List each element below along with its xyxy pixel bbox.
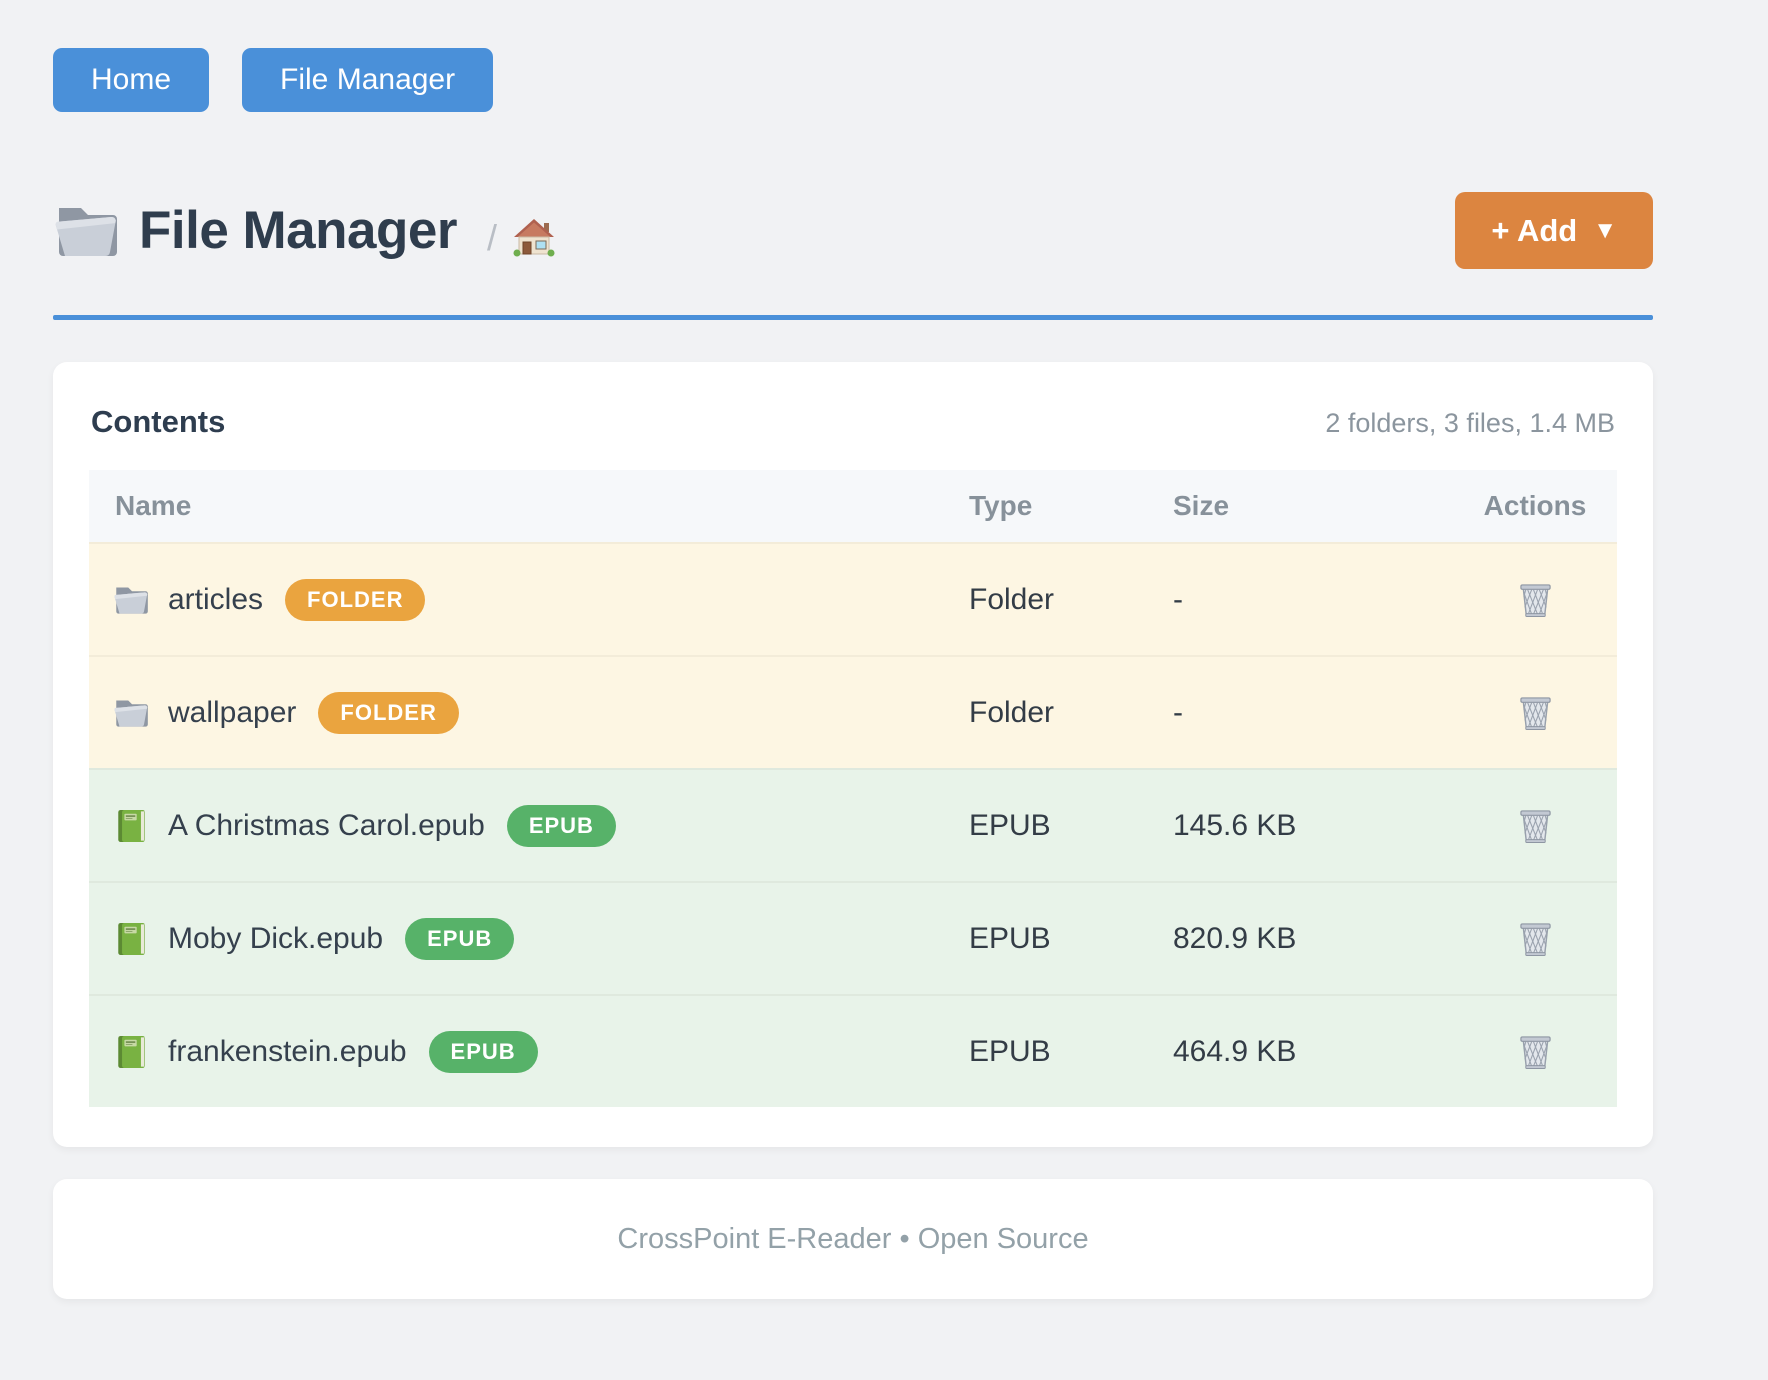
table-row[interactable]: frankenstein.epub EPUB EPUB 464.9 KB — [89, 994, 1617, 1107]
table-header-row: Name Type Size Actions — [89, 470, 1617, 542]
delete-button[interactable] — [1514, 1029, 1557, 1074]
book-icon — [118, 809, 145, 842]
column-header-size: Size — [1173, 490, 1230, 521]
book-icon — [118, 1035, 145, 1068]
footer-card: CrossPoint E-Reader • Open Source — [53, 1179, 1653, 1299]
size-cell: 820.9 KB — [1173, 921, 1297, 955]
trash-icon — [1519, 923, 1551, 957]
file-name-link[interactable]: wallpaper FOLDER — [89, 691, 969, 734]
file-name-link[interactable]: Moby Dick.epub EPUB — [89, 917, 969, 960]
column-header-type: Type — [969, 490, 1033, 521]
trash-icon — [1519, 697, 1551, 731]
book-icon — [118, 922, 145, 955]
table-row[interactable]: Moby Dick.epub EPUB EPUB 820.9 KB — [89, 881, 1617, 994]
folder-icon — [114, 586, 148, 614]
file-table: Name Type Size Actions articles F — [89, 470, 1617, 1107]
delete-button[interactable] — [1514, 577, 1557, 622]
file-name: frankenstein.epub — [168, 1034, 407, 1068]
title-underline — [53, 315, 1653, 320]
size-cell: 145.6 KB — [1173, 808, 1297, 842]
size-cell: 464.9 KB — [1173, 1034, 1297, 1068]
add-button[interactable]: + Add ▼ — [1455, 192, 1653, 269]
caret-down-icon: ▼ — [1593, 216, 1617, 244]
file-name: wallpaper — [168, 695, 297, 729]
card-title: Contents — [91, 404, 226, 439]
file-name-link[interactable]: frankenstein.epub EPUB — [89, 1030, 969, 1073]
card-header: Contents 2 folders, 3 files, 1.4 MB — [89, 398, 1617, 470]
file-name-link[interactable]: articles FOLDER — [89, 578, 969, 621]
folder-icon — [114, 699, 148, 727]
table-row[interactable]: A Christmas Carol.epub EPUB EPUB 145.6 K… — [89, 768, 1617, 881]
type-badge: EPUB — [405, 917, 515, 960]
type-cell: Folder — [969, 582, 1055, 616]
size-cell: - — [1173, 695, 1183, 729]
file-name-link[interactable]: A Christmas Carol.epub EPUB — [89, 804, 969, 847]
delete-button[interactable] — [1514, 916, 1557, 961]
type-badge: FOLDER — [318, 691, 459, 734]
file-manager-button[interactable]: File Manager — [242, 48, 494, 112]
folder-icon — [55, 207, 117, 256]
file-name: articles — [168, 582, 264, 616]
size-cell: - — [1173, 582, 1183, 616]
page-container: Home File Manager File Manager / + Add — [53, 0, 1653, 1299]
page-header: File Manager / + Add ▼ — [53, 192, 1653, 269]
type-badge: FOLDER — [285, 578, 426, 621]
type-badge: EPUB — [428, 1030, 538, 1073]
trash-icon — [1519, 1036, 1551, 1069]
type-cell: EPUB — [969, 808, 1051, 842]
contents-card: Contents 2 folders, 3 files, 1.4 MB Name… — [53, 362, 1653, 1147]
house-icon[interactable] — [513, 218, 555, 258]
top-nav: Home File Manager — [53, 48, 1653, 112]
contents-summary: 2 folders, 3 files, 1.4 MB — [1325, 408, 1615, 438]
type-cell: Folder — [969, 695, 1055, 729]
table-body: articles FOLDER Folder - — [89, 542, 1617, 1107]
delete-button[interactable] — [1514, 803, 1557, 848]
trash-icon — [1519, 810, 1551, 844]
add-button-label: + Add — [1491, 212, 1578, 248]
file-name: Moby Dick.epub — [168, 921, 384, 955]
column-header-actions: Actions — [1483, 490, 1587, 521]
home-button[interactable]: Home — [53, 48, 210, 112]
column-header-name: Name — [115, 490, 192, 521]
type-badge: EPUB — [506, 804, 616, 847]
type-cell: EPUB — [969, 921, 1051, 955]
breadcrumb-separator: / — [486, 216, 497, 258]
delete-button[interactable] — [1514, 690, 1557, 735]
table-row[interactable]: articles FOLDER Folder - — [89, 542, 1617, 655]
trash-icon — [1519, 584, 1551, 618]
breadcrumb: / — [487, 217, 555, 259]
page-title: File Manager — [139, 201, 457, 260]
footer-text: CrossPoint E-Reader • Open Source — [617, 1222, 1089, 1255]
file-name: A Christmas Carol.epub — [168, 808, 485, 842]
table-row[interactable]: wallpaper FOLDER Folder - — [89, 655, 1617, 768]
type-cell: EPUB — [969, 1034, 1051, 1068]
